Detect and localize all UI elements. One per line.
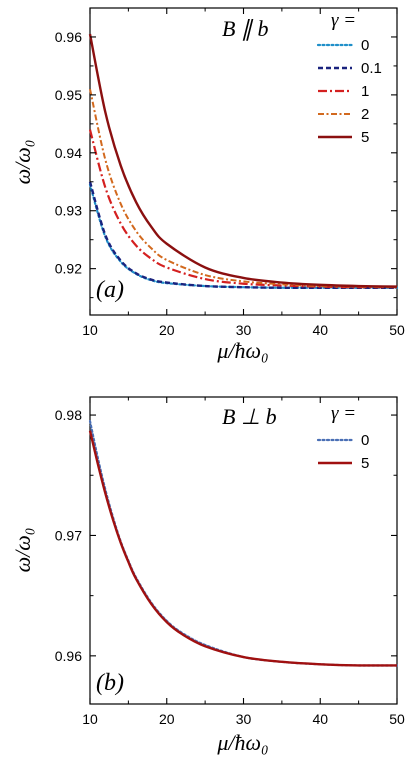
y-axis-label: ω/ω₀: [10, 528, 35, 573]
panel-label: (a): [96, 277, 124, 303]
legend-label: 1: [361, 83, 369, 100]
series-line-5: [88, 430, 397, 667]
panel-label: (b): [96, 670, 124, 696]
y-tick-label: 0.96: [55, 648, 82, 664]
curves: [88, 419, 399, 667]
y-tick-label: 0.96: [55, 29, 82, 45]
series-line-0: [88, 419, 399, 667]
series-line-1: [88, 129, 397, 289]
y-axis-label: ω/ω₀: [10, 140, 35, 185]
x-tick-label: 40: [312, 711, 328, 727]
y-tick-label: 0.94: [55, 145, 82, 161]
y-tick-label: 0.93: [55, 203, 82, 219]
plot-frame: [89, 7, 398, 316]
x-axis-label: μ/ħω₀: [216, 730, 268, 755]
x-tick-label: 20: [159, 322, 175, 338]
legend-title: γ =: [331, 10, 356, 31]
x-tick-label: 30: [236, 322, 252, 338]
legend-label: 5: [361, 129, 369, 146]
x-tick-label: 40: [312, 322, 328, 338]
x-tick-label: 50: [389, 711, 405, 727]
legend: 05: [316, 432, 369, 472]
legend-label: 0: [361, 37, 369, 54]
y-tick-label: 0.95: [55, 87, 82, 103]
x-tick-label: 50: [389, 322, 405, 338]
axis-ticks: 10 20 30 40 500.960.970.98: [55, 397, 405, 727]
x-tick-label: 20: [159, 711, 175, 727]
y-tick-label: 0.92: [55, 261, 82, 277]
x-tick-label: 10: [82, 322, 98, 338]
legend-label: 2: [361, 106, 369, 123]
panel-b: 10 20 30 40 500.960.970.98 (b) B ⊥ b γ = 05 …: [10, 396, 405, 755]
legend-title: γ =: [331, 403, 356, 424]
x-tick-label: 30: [236, 711, 252, 727]
series-line-0.1: [88, 181, 397, 289]
x-tick-label: 10: [82, 711, 98, 727]
field-annotation: B ∥ b: [222, 16, 268, 41]
legend-label: 0.1: [361, 60, 382, 77]
curves: [88, 33, 399, 289]
field-annotation: B ⊥ b: [222, 404, 277, 429]
legend: 0 0.1 1 2 5: [316, 37, 382, 146]
legend-label: 5: [361, 455, 369, 472]
y-tick-label: 0.98: [55, 407, 82, 423]
axis-ticks: 10 20 30 40 500.920.930.940.950.96: [55, 8, 405, 338]
panel-a: 10 20 30 40 500.920.930.940.950.96 (a) B ∥ b…: [10, 7, 405, 363]
legend-label: 0: [361, 432, 369, 449]
x-axis-label: μ/ħω₀: [216, 338, 268, 363]
series-line-5: [88, 33, 398, 288]
y-tick-label: 0.97: [55, 527, 82, 543]
series-line-2: [89, 88, 398, 289]
